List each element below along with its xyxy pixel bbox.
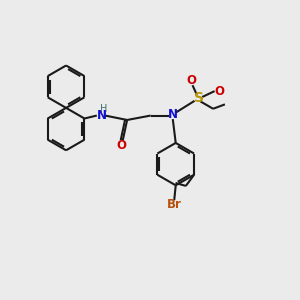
Text: H: H — [100, 104, 108, 114]
Text: O: O — [116, 140, 126, 152]
Text: N: N — [97, 109, 107, 122]
Text: O: O — [186, 74, 196, 87]
Text: O: O — [214, 85, 224, 98]
Text: Br: Br — [167, 198, 182, 211]
Text: N: N — [168, 108, 178, 121]
Text: S: S — [194, 92, 204, 106]
